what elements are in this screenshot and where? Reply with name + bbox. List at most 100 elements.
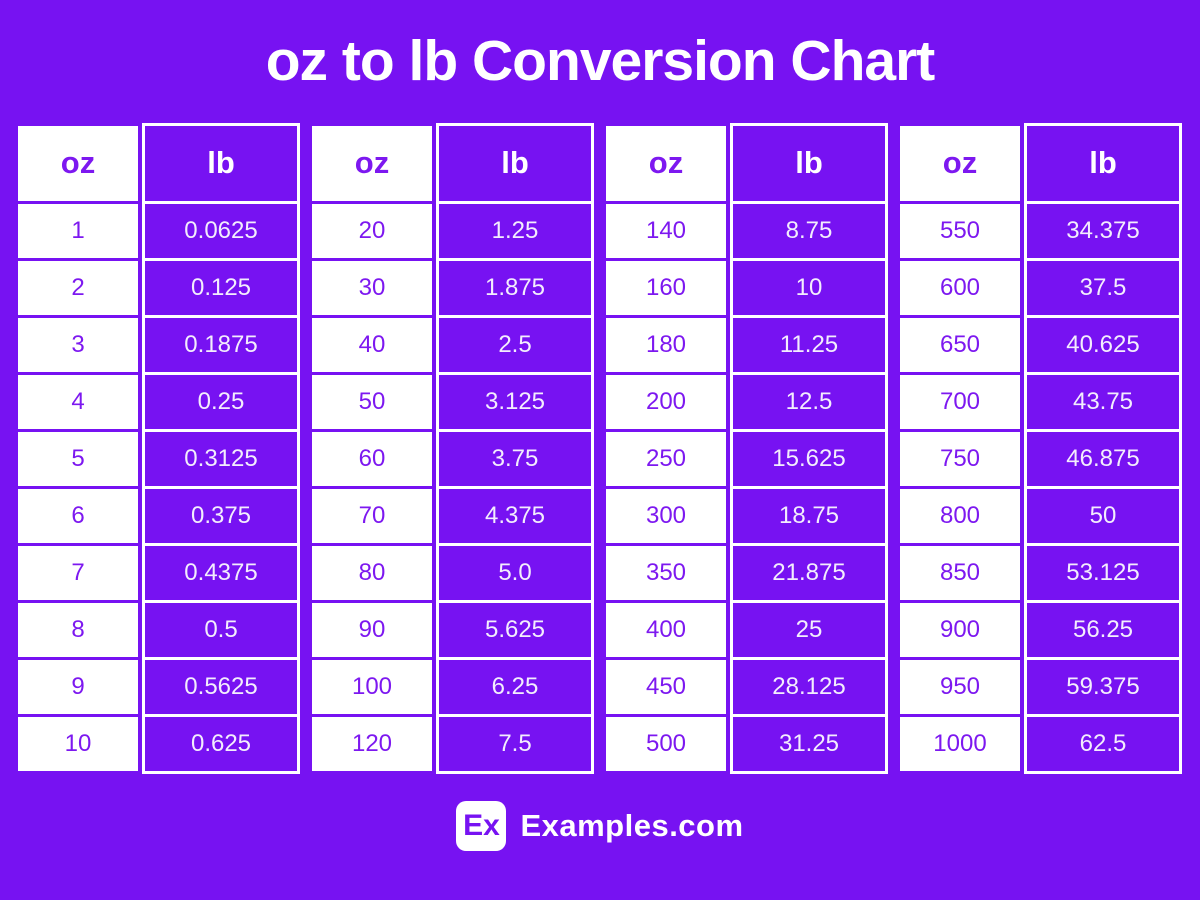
oz-value-cell: 3 bbox=[18, 314, 138, 372]
oz-value-cell: 6 bbox=[18, 485, 138, 543]
lb-value-cell: 37.5 bbox=[1027, 257, 1179, 315]
lb-value-cell: 5.0 bbox=[439, 542, 591, 600]
lb-value-cell: 0.375 bbox=[145, 485, 297, 543]
lb-value-cell: 12.5 bbox=[733, 371, 885, 429]
lb-value-cell: 8.75 bbox=[733, 200, 885, 258]
oz-value-cell: 850 bbox=[900, 542, 1020, 600]
oz-column: oz 1 2 3 4 5 6 7 8 9 10 bbox=[18, 125, 138, 771]
lb-value-cell: 59.375 bbox=[1027, 656, 1179, 714]
column-header-lb: lb bbox=[145, 125, 297, 201]
lb-value-cell: 10 bbox=[733, 257, 885, 315]
oz-value-cell: 90 bbox=[312, 599, 432, 657]
oz-value-cell: 80 bbox=[312, 542, 432, 600]
lb-value-cell: 0.4375 bbox=[145, 542, 297, 600]
oz-value-cell: 100 bbox=[312, 656, 432, 714]
footer: Ex Examples.com bbox=[0, 800, 1200, 851]
lb-value-cell: 0.1875 bbox=[145, 314, 297, 372]
lb-value-cell: 15.625 bbox=[733, 428, 885, 486]
lb-value-cell: 46.875 bbox=[1027, 428, 1179, 486]
oz-value-cell: 7 bbox=[18, 542, 138, 600]
oz-value-cell: 140 bbox=[606, 200, 726, 258]
oz-value-cell: 350 bbox=[606, 542, 726, 600]
site-name: Examples.com bbox=[520, 807, 744, 843]
lb-value-cell: 7.5 bbox=[439, 713, 591, 771]
oz-column: oz 140 160 180 200 250 300 350 400 450 500 bbox=[606, 125, 726, 771]
conversion-table-3: oz 140 160 180 200 250 300 350 400 450 500 lb 8.75 10… bbox=[606, 122, 888, 774]
column-header-lb: lb bbox=[439, 125, 591, 201]
lb-column: lb 1.25 1.875 2.5 3.125 3.75 4.375 5.0 5.625 6.25… bbox=[436, 122, 594, 774]
oz-value-cell: 1000 bbox=[900, 713, 1020, 771]
lb-value-cell: 1.875 bbox=[439, 257, 591, 315]
oz-value-cell: 250 bbox=[606, 428, 726, 486]
lb-column: lb 8.75 10 11.25 12.5 15.625 18.75 21.875 25 28.1… bbox=[730, 122, 888, 774]
column-header-lb: lb bbox=[1027, 125, 1179, 201]
oz-value-cell: 120 bbox=[312, 713, 432, 771]
oz-value-cell: 800 bbox=[900, 485, 1020, 543]
oz-value-cell: 650 bbox=[900, 314, 1020, 372]
lb-value-cell: 0.3125 bbox=[145, 428, 297, 486]
oz-value-cell: 400 bbox=[606, 599, 726, 657]
examples-logo-icon: Ex bbox=[456, 800, 507, 851]
lb-value-cell: 0.0625 bbox=[145, 200, 297, 258]
oz-value-cell: 550 bbox=[900, 200, 1020, 258]
oz-value-cell: 300 bbox=[606, 485, 726, 543]
lb-value-cell: 0.625 bbox=[145, 713, 297, 771]
oz-value-cell: 4 bbox=[18, 371, 138, 429]
conversion-tables-row: oz 1 2 3 4 5 6 7 8 9 10 lb 0.0625 0.125 0.1875 0.25 0.31… bbox=[0, 122, 1200, 774]
lb-value-cell: 18.75 bbox=[733, 485, 885, 543]
conversion-table-4: oz 550 600 650 700 750 800 850 900 950 1000 lb 34.37… bbox=[900, 122, 1182, 774]
lb-value-cell: 4.375 bbox=[439, 485, 591, 543]
oz-value-cell: 9 bbox=[18, 656, 138, 714]
oz-value-cell: 600 bbox=[900, 257, 1020, 315]
column-header-oz: oz bbox=[606, 125, 726, 201]
oz-value-cell: 40 bbox=[312, 314, 432, 372]
oz-value-cell: 450 bbox=[606, 656, 726, 714]
lb-value-cell: 56.25 bbox=[1027, 599, 1179, 657]
lb-value-cell: 2.5 bbox=[439, 314, 591, 372]
lb-value-cell: 25 bbox=[733, 599, 885, 657]
lb-value-cell: 50 bbox=[1027, 485, 1179, 543]
lb-column: lb 34.375 37.5 40.625 43.75 46.875 50 53.125 56.… bbox=[1024, 122, 1182, 774]
lb-value-cell: 1.25 bbox=[439, 200, 591, 258]
oz-value-cell: 950 bbox=[900, 656, 1020, 714]
oz-value-cell: 700 bbox=[900, 371, 1020, 429]
lb-value-cell: 31.25 bbox=[733, 713, 885, 771]
oz-value-cell: 5 bbox=[18, 428, 138, 486]
column-header-oz: oz bbox=[18, 125, 138, 201]
lb-value-cell: 0.125 bbox=[145, 257, 297, 315]
oz-value-cell: 10 bbox=[18, 713, 138, 771]
oz-value-cell: 200 bbox=[606, 371, 726, 429]
column-header-oz: oz bbox=[312, 125, 432, 201]
lb-value-cell: 11.25 bbox=[733, 314, 885, 372]
page-title: oz to lb Conversion Chart bbox=[265, 29, 936, 93]
oz-value-cell: 2 bbox=[18, 257, 138, 315]
oz-value-cell: 30 bbox=[312, 257, 432, 315]
lb-value-cell: 34.375 bbox=[1027, 200, 1179, 258]
oz-value-cell: 180 bbox=[606, 314, 726, 372]
oz-value-cell: 750 bbox=[900, 428, 1020, 486]
lb-value-cell: 6.25 bbox=[439, 656, 591, 714]
column-header-lb: lb bbox=[733, 125, 885, 201]
oz-value-cell: 500 bbox=[606, 713, 726, 771]
lb-value-cell: 53.125 bbox=[1027, 542, 1179, 600]
oz-value-cell: 160 bbox=[606, 257, 726, 315]
lb-value-cell: 3.125 bbox=[439, 371, 591, 429]
conversion-table-2: oz 20 30 40 50 60 70 80 90 100 120 lb 1.25 1.875 2.5 3.… bbox=[312, 122, 594, 774]
oz-value-cell: 20 bbox=[312, 200, 432, 258]
lb-value-cell: 3.75 bbox=[439, 428, 591, 486]
oz-value-cell: 60 bbox=[312, 428, 432, 486]
lb-value-cell: 5.625 bbox=[439, 599, 591, 657]
oz-column: oz 550 600 650 700 750 800 850 900 950 1000 bbox=[900, 125, 1020, 771]
lb-value-cell: 0.25 bbox=[145, 371, 297, 429]
oz-value-cell: 1 bbox=[18, 200, 138, 258]
conversion-table-1: oz 1 2 3 4 5 6 7 8 9 10 lb 0.0625 0.125 0.1875 0.25 0.31… bbox=[18, 122, 300, 774]
lb-value-cell: 62.5 bbox=[1027, 713, 1179, 771]
lb-value-cell: 0.5625 bbox=[145, 656, 297, 714]
lb-value-cell: 40.625 bbox=[1027, 314, 1179, 372]
oz-value-cell: 50 bbox=[312, 371, 432, 429]
lb-value-cell: 28.125 bbox=[733, 656, 885, 714]
column-header-oz: oz bbox=[900, 125, 1020, 201]
lb-value-cell: 0.5 bbox=[145, 599, 297, 657]
lb-value-cell: 43.75 bbox=[1027, 371, 1179, 429]
